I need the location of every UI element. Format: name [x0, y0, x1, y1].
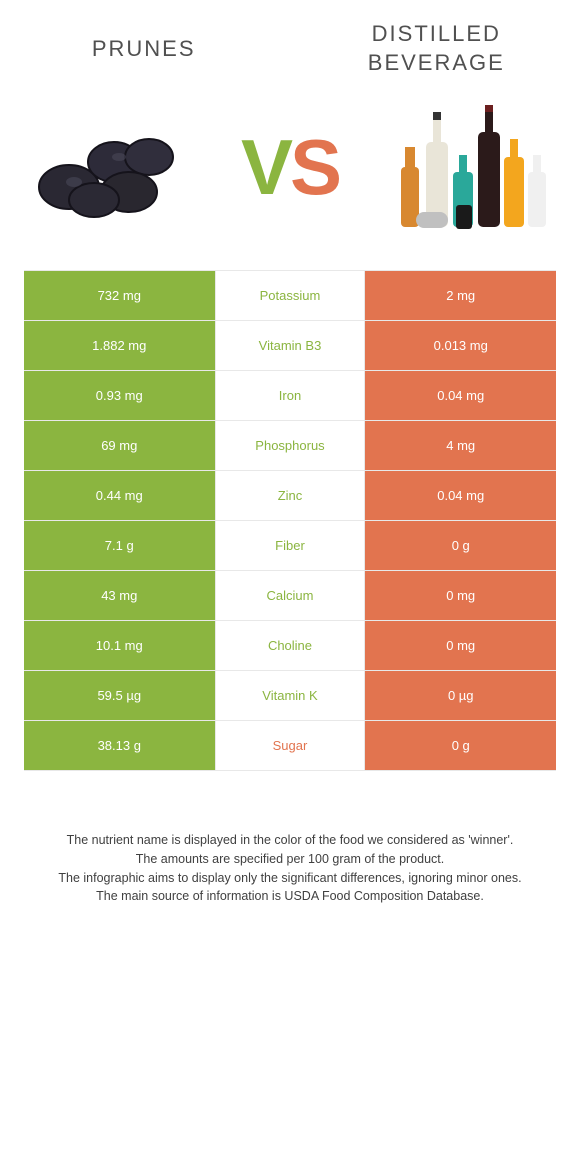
nutrient-label: Iron	[216, 371, 365, 420]
right-value: 0.04 mg	[364, 471, 556, 520]
nutrient-row: 69 mgPhosphorus4 mg	[24, 421, 556, 471]
beverage-image	[386, 97, 556, 237]
left-value: 59.5 µg	[24, 671, 216, 720]
left-value: 0.93 mg	[24, 371, 216, 420]
right-value: 0 g	[364, 721, 556, 770]
right-value: 0 mg	[364, 571, 556, 620]
right-value: 2 mg	[364, 271, 556, 320]
left-value: 69 mg	[24, 421, 216, 470]
nutrient-label: Phosphorus	[216, 421, 365, 470]
vs-v: V	[241, 122, 290, 213]
nutrient-row: 59.5 µgVitamin K0 µg	[24, 671, 556, 721]
nutrient-label: Potassium	[216, 271, 365, 320]
right-food-title: Distilled beverage	[317, 20, 556, 77]
nutrient-label: Vitamin B3	[216, 321, 365, 370]
nutrient-label: Choline	[216, 621, 365, 670]
note-line: The infographic aims to display only the…	[24, 869, 556, 888]
vs-label: VS	[241, 122, 339, 213]
nutrient-label: Zinc	[216, 471, 365, 520]
left-value: 732 mg	[24, 271, 216, 320]
nutrient-row: 7.1 gFiber0 g	[24, 521, 556, 571]
right-value: 0 g	[364, 521, 556, 570]
left-value: 1.882 mg	[24, 321, 216, 370]
nutrient-row: 10.1 mgCholine0 mg	[24, 621, 556, 671]
left-value: 38.13 g	[24, 721, 216, 770]
nutrient-row: 1.882 mgVitamin B30.013 mg	[24, 321, 556, 371]
right-value: 0.013 mg	[364, 321, 556, 370]
right-value: 0 mg	[364, 621, 556, 670]
nutrient-row: 732 mgPotassium2 mg	[24, 271, 556, 321]
left-value: 43 mg	[24, 571, 216, 620]
prunes-image	[24, 97, 194, 237]
nutrient-label: Vitamin K	[216, 671, 365, 720]
header: Prunes Distilled beverage	[24, 20, 556, 77]
nutrient-row: 38.13 gSugar0 g	[24, 721, 556, 771]
nutrient-table: 732 mgPotassium2 mg1.882 mgVitamin B30.0…	[24, 270, 556, 771]
right-value: 0 µg	[364, 671, 556, 720]
note-line: The nutrient name is displayed in the co…	[24, 831, 556, 850]
note-line: The main source of information is USDA F…	[24, 887, 556, 906]
left-value: 10.1 mg	[24, 621, 216, 670]
nutrient-row: 0.93 mgIron0.04 mg	[24, 371, 556, 421]
right-value: 0.04 mg	[364, 371, 556, 420]
nutrient-row: 43 mgCalcium0 mg	[24, 571, 556, 621]
left-value: 0.44 mg	[24, 471, 216, 520]
vs-s: S	[290, 122, 339, 213]
images-row: VS	[24, 92, 556, 242]
right-value: 4 mg	[364, 421, 556, 470]
nutrient-row: 0.44 mgZinc0.04 mg	[24, 471, 556, 521]
note-line: The amounts are specified per 100 gram o…	[24, 850, 556, 869]
footer-notes: The nutrient name is displayed in the co…	[24, 831, 556, 906]
nutrient-label: Calcium	[216, 571, 365, 620]
left-food-title: Prunes	[24, 36, 263, 62]
left-value: 7.1 g	[24, 521, 216, 570]
nutrient-label: Sugar	[216, 721, 365, 770]
nutrient-label: Fiber	[216, 521, 365, 570]
